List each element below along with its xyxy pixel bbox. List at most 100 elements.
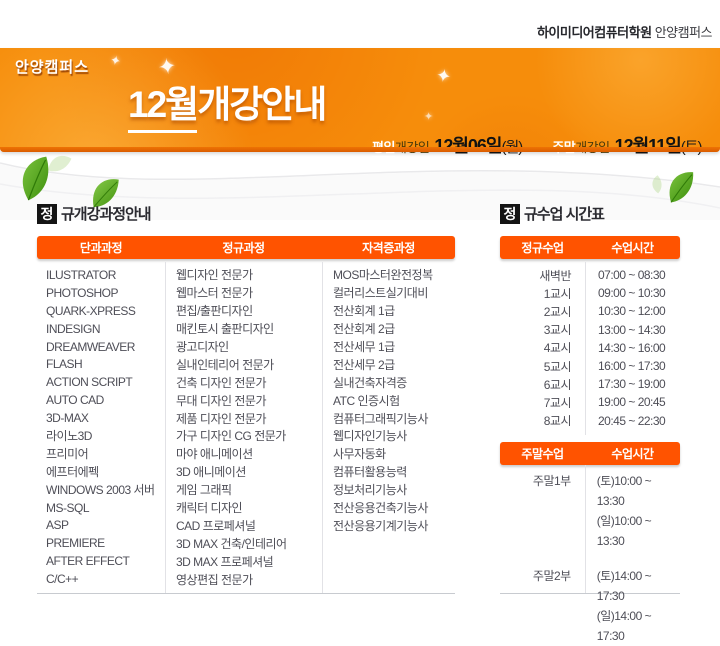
single-course: ASP (46, 518, 69, 533)
certificate-course: 전산회계 1급 (333, 304, 395, 319)
period-name: 5교시 (543, 359, 572, 374)
banner-title: 12월개강안내 (128, 74, 327, 133)
left-section-title: 정 규개강과정안내 (37, 203, 152, 224)
certificate-course: 컬러리스트실기대비 (333, 286, 428, 301)
weekend-period-name: 주말1부 (532, 474, 571, 488)
single-course: C/C++ (46, 572, 79, 587)
saturday-time: (토)10:00 ~ 13:30 (596, 474, 652, 508)
regular-course: 3D MAX 건축/인테리어 (176, 536, 287, 551)
period-name: 8교시 (543, 414, 572, 429)
period-time: 09:00 ~ 10:30 (598, 286, 666, 301)
period-time: 20:45 ~ 22:30 (598, 413, 666, 428)
certificate-course: 컴퓨터그래픽기능사 (333, 411, 428, 426)
regular-course: 제품 디자인 전문가 (176, 411, 267, 426)
course-row: 에프터에펙 3D 애니메이션 컴퓨터활용능력 (37, 463, 455, 481)
schedule-row: 8교시 20:45 ~ 22:30 (500, 412, 680, 430)
regular-schedule-header: 정규수업 수업시간 (500, 236, 680, 259)
single-course: 라이노3D (46, 429, 92, 444)
column-divider (322, 262, 323, 593)
period-name: 새벽반 (539, 268, 571, 283)
schedule-row: 3교시 13:00 ~ 14:30 (500, 321, 680, 339)
certificate-course: ATC 인증시험 (333, 393, 400, 408)
column-divider (585, 262, 586, 435)
period-time: 16:00 ~ 17:30 (598, 359, 666, 374)
weekend-schedule-row: 주말1부 (토)10:00 ~ 13:30 (일)10:00 ~ 13:30 (500, 471, 680, 551)
regular-course: 웹마스터 전문가 (176, 286, 253, 301)
certificate-course: 실내건축자격증 (333, 375, 407, 390)
weekend-period-times: (토)10:00 ~ 13:30 (일)10:00 ~ 13:30 (584, 471, 680, 551)
regular-course: 3D MAX 프로페셔널 (176, 554, 274, 569)
period-name: 3교시 (543, 323, 572, 338)
course-row: AFTER EFFECT 3D MAX 프로페셔널 (37, 552, 455, 570)
single-course: 프리미어 (46, 447, 89, 462)
regular-course: 실내인테리어 전문가 (176, 357, 274, 372)
header-jagyeokjeung: 자격증과정 (362, 241, 415, 255)
leaf-icon (652, 175, 662, 194)
regular-course: 광고디자인 (176, 340, 229, 354)
sparkle-icon: ✦ (108, 52, 123, 69)
single-course: WINDOWS 2003 서버 (46, 483, 155, 498)
campus-name: 안양캠퍼스 (654, 25, 713, 40)
jeong-box-icon: 정 (37, 203, 57, 224)
single-course: DREAMWEAVER (46, 339, 135, 354)
period-time: 13:00 ~ 14:30 (598, 322, 666, 337)
course-row: 3D-MAX 제품 디자인 전문가 컴퓨터그래픽기능사 (37, 409, 455, 427)
single-course: INDESIGN (46, 321, 101, 336)
weekend-period-name: 주말2부 (532, 569, 571, 583)
period-time: 07:00 ~ 08:30 (598, 268, 666, 283)
period-time: 14:30 ~ 16:00 (598, 340, 666, 355)
jeong-box-icon: 정 (500, 203, 520, 224)
weekend-schedule-table: 주말1부 (토)10:00 ~ 13:30 (일)10:00 ~ 13:30 주… (500, 465, 680, 643)
certificate-course: 전산세무 2급 (333, 357, 395, 372)
regular-course: 무대 디자인 전문가 (176, 393, 267, 408)
schedule-row: 5교시 16:00 ~ 17:30 (500, 357, 680, 375)
single-course: 에프터에펙 (46, 465, 99, 480)
single-course: PREMIERE (46, 536, 105, 551)
header-danwa: 단과과정 (79, 241, 123, 255)
course-row: 프리미어 마야 애니메이션 사무자동화 (37, 445, 455, 463)
period-time: 17:30 ~ 19:00 (598, 377, 666, 392)
single-course: 3D-MAX (46, 411, 89, 426)
course-row: ILUSTRATOR 웹디자인 전문가 MOS마스터완전정복 (37, 266, 455, 284)
single-course: AUTO CAD (46, 393, 104, 408)
period-name: 6교시 (543, 377, 572, 392)
banner-title-rest: 개강안내 (197, 84, 327, 125)
period-name: 4교시 (543, 341, 572, 356)
schedule-row: 1교시 09:00 ~ 10:30 (500, 284, 680, 302)
banner: ✦ ✦ ✦ ✦ ✦ ✦ 안양캠퍼스 12월개강안내 평일개강일 12월06일(월)… (0, 48, 720, 158)
regular-course: 매킨토시 출판디자인 (176, 322, 274, 337)
course-row: AUTO CAD 무대 디자인 전문가 ATC 인증시험 (37, 391, 455, 409)
column-divider (585, 465, 586, 593)
regular-course: 게임 그래픽 (176, 483, 232, 498)
certificate-course: MOS마스터완전정복 (333, 268, 433, 283)
single-course: QUARK-XPRESS (46, 303, 136, 318)
saturday-time: (토)14:00 ~ 17:30 (596, 569, 652, 603)
leaf-icon (93, 179, 119, 208)
header-jeonggyu: 정규과정 (222, 241, 265, 255)
leaf-icon (48, 155, 72, 172)
course-row: ASP CAD 프로페셔널 전산응용기계기능사 (37, 516, 455, 534)
certificate-course: 전산세무 1급 (333, 340, 395, 354)
leaf-icon (22, 156, 49, 201)
course-row: 라이노3D 가구 디자인 CG 전문가 웹디자인기능사 (37, 427, 455, 445)
single-course: MS-SQL (46, 500, 90, 515)
banner-title-month: 12월 (128, 84, 199, 133)
single-course: FLASH (46, 357, 83, 372)
period-time: 10:30 ~ 12:00 (598, 304, 666, 319)
regular-course: CAD 프로페셔널 (176, 518, 256, 533)
schedule-row: 2교시 10:30 ~ 12:00 (500, 302, 680, 320)
course-row: QUARK-XPRESS 편집/출판디자인 전산회계 1급 (37, 302, 455, 320)
course-row: MS-SQL 캐릭터 디자인 전산응용건축기능사 (37, 499, 455, 517)
certificate-course: 웹디자인기능사 (333, 429, 407, 444)
certificate-course: 전산응용기계기능사 (333, 518, 428, 533)
regular-course: 편집/출판디자인 (176, 304, 253, 319)
certificate-course: 컴퓨터활용능력 (333, 465, 407, 480)
course-row: DREAMWEAVER 광고디자인 전산세무 1급 (37, 338, 455, 356)
regular-course: 웹디자인 전문가 (176, 268, 253, 283)
weekend-schedule-header: 주말수업 수업시간 (500, 442, 680, 465)
certificate-course: 전산회계 2급 (333, 322, 395, 337)
course-row: ACTION SCRIPT 건축 디자인 전문가 실내건축자격증 (37, 373, 455, 391)
course-table-header: 단과과정 정규과정 자격증과정 (37, 236, 455, 259)
regular-course: 3D 애니메이션 (176, 465, 246, 480)
